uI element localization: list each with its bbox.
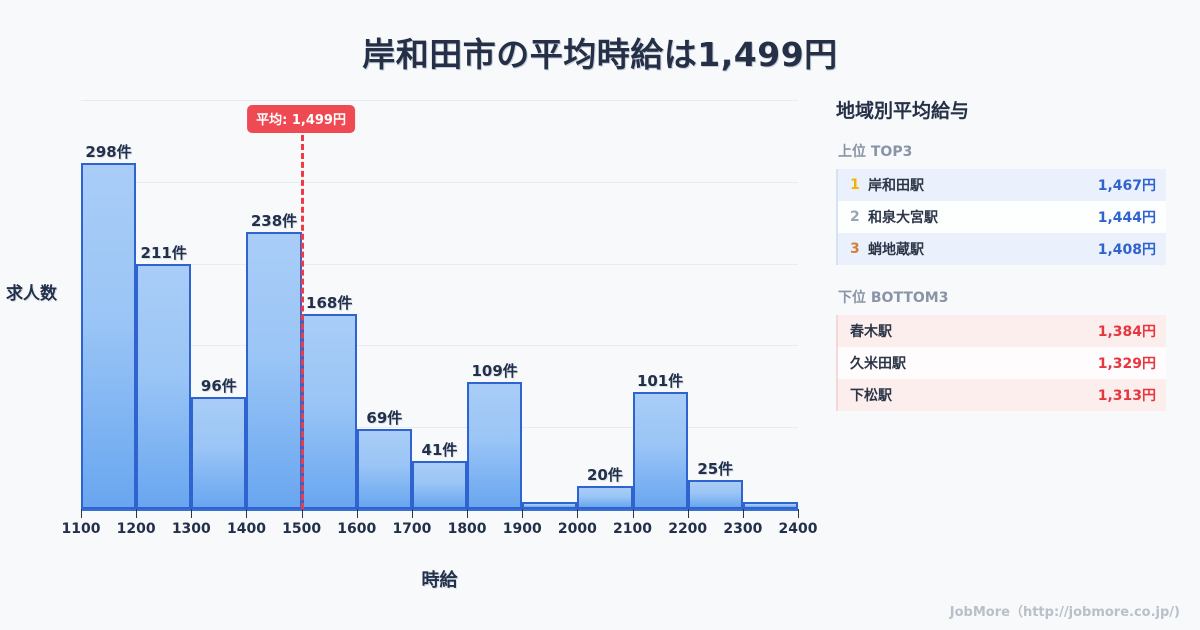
station-wage-value: 1,467円: [1097, 178, 1156, 194]
rank-row[interactable]: 2 和泉大宮駅 1,444円: [838, 201, 1166, 233]
x-axis-tick-label: 2200: [668, 521, 708, 537]
x-axis-line: [81, 509, 798, 511]
histogram-bar: [467, 382, 523, 509]
x-axis-tick-label: 1100: [61, 521, 101, 537]
histogram-chart: 求人数 1100 1200 1300 1400 1500 1600 1700 1800 1900…: [6, 100, 817, 591]
gridline: [81, 182, 798, 183]
histogram-bar: [742, 502, 798, 509]
bottom3-group-label: 下位 BOTTOM3: [838, 290, 949, 306]
x-axis-tick: [357, 509, 358, 518]
x-axis-tick: [412, 509, 413, 518]
x-axis-tick: [688, 509, 689, 518]
page-title: 岸和田市の平均時給は1,499円: [362, 35, 838, 74]
x-axis-tick-label: 1900: [502, 521, 542, 537]
station-name: 和泉大宮駅: [868, 210, 938, 226]
station-wage-value: 1,313円: [1097, 388, 1156, 404]
gridline: [81, 264, 798, 265]
station-wage-value: 1,384円: [1097, 324, 1156, 340]
x-axis-tick-label: 1600: [337, 521, 377, 537]
sidebar-heading: 地域別平均給与: [836, 100, 970, 122]
histogram-bar: [191, 397, 247, 509]
histogram-bar: [522, 502, 578, 509]
region-salary-panel: 地域別平均給与 上位 TOP3 1 岸和田駅 1,467円 2 和泉大宮駅 1,444円 3…: [836, 96, 1166, 433]
x-axis-tick-label: 1300: [171, 521, 211, 537]
average-line: [301, 135, 305, 509]
bar-value-label: 101件: [636, 371, 684, 390]
footer-credit: JobMore（http://jobmore.co.jp/): [949, 605, 1180, 620]
bar-value-label: 298件: [85, 142, 132, 161]
x-axis-tick: [81, 509, 82, 518]
histogram-bar: [632, 391, 688, 509]
rank-row[interactable]: 久米田駅 1,329円: [838, 347, 1166, 379]
bar-value-label: 20件: [587, 465, 623, 484]
bar-value-label: 41件: [421, 441, 458, 460]
station-wage-value: 1,329円: [1097, 356, 1156, 372]
gridline: [81, 427, 798, 428]
x-axis-tick: [191, 509, 192, 518]
bar-value-label: 25件: [697, 459, 734, 478]
histogram-bar: [136, 263, 192, 509]
x-axis-tick-label: 2300: [723, 521, 763, 537]
x-axis-tick-label: 2400: [778, 521, 818, 537]
gridline: [81, 100, 798, 101]
x-axis-tick: [302, 509, 303, 518]
rank-number: 2: [850, 209, 860, 225]
histogram-bar: [577, 485, 633, 509]
x-axis-tick-label: 1400: [226, 521, 266, 537]
rank-row[interactable]: 下松駅 1,313円: [838, 379, 1166, 411]
rank-number: 3: [850, 241, 860, 257]
plot-area: [81, 100, 798, 510]
bar-value-label: 109件: [471, 362, 518, 381]
histogram-bar: [81, 162, 137, 509]
station-name: 下松駅: [850, 388, 892, 404]
rank-row[interactable]: 1 岸和田駅 1,467円: [838, 169, 1166, 201]
histogram-bar: [687, 479, 743, 509]
bar-value-label: 238件: [250, 212, 298, 231]
x-axis-tick-label: 2000: [557, 521, 597, 537]
bar-value-label: 168件: [306, 293, 353, 312]
histogram-bar: [246, 232, 302, 509]
x-axis-tick: [633, 509, 634, 518]
x-axis-tick: [798, 509, 799, 518]
x-axis-tick-label: 1800: [447, 521, 487, 537]
histogram-bar: [411, 461, 468, 509]
x-axis-tick-label: 1200: [116, 521, 156, 537]
bar-value-label: 69件: [366, 408, 403, 427]
bar-value-label: 211件: [140, 243, 187, 262]
x-axis-label: 時給: [421, 570, 458, 591]
x-axis-tick-label: 1500: [282, 521, 322, 537]
rank-row[interactable]: 春木駅 1,384円: [838, 315, 1166, 347]
x-axis-tick-label: 2100: [613, 521, 653, 537]
x-axis-tick: [577, 509, 578, 518]
bottom3-list: 春木駅 1,384円久米田駅 1,329円下松駅 1,313円: [836, 315, 1166, 411]
x-axis-tick: [522, 509, 523, 518]
top3-list: 1 岸和田駅 1,467円 2 和泉大宮駅 1,444円 3 蛸地蔵駅 1,408円: [836, 169, 1166, 265]
station-name: 蛸地蔵駅: [868, 242, 924, 258]
x-axis-tick: [743, 509, 744, 518]
x-axis-tick: [246, 509, 247, 518]
histogram-bar: [301, 313, 357, 509]
rank-number: 1: [850, 177, 860, 193]
gridline: [81, 345, 798, 346]
station-name: 岸和田駅: [868, 178, 924, 194]
station-name: 春木駅: [850, 324, 892, 340]
station-wage-value: 1,444円: [1097, 210, 1156, 226]
top3-group-label: 上位 TOP3: [838, 144, 913, 160]
x-axis-tick-label: 1700: [392, 521, 432, 537]
histogram-bar: [356, 428, 412, 509]
rank-row[interactable]: 3 蛸地蔵駅 1,408円: [838, 233, 1166, 265]
x-axis-tick: [467, 509, 468, 518]
y-axis-label: 求人数: [6, 284, 57, 304]
bar-value-label: 96件: [200, 377, 237, 396]
station-name: 久米田駅: [850, 356, 906, 372]
average-badge: 平均: 1,499円: [247, 105, 355, 133]
station-wage-value: 1,408円: [1097, 242, 1156, 258]
x-axis-tick: [136, 509, 137, 518]
